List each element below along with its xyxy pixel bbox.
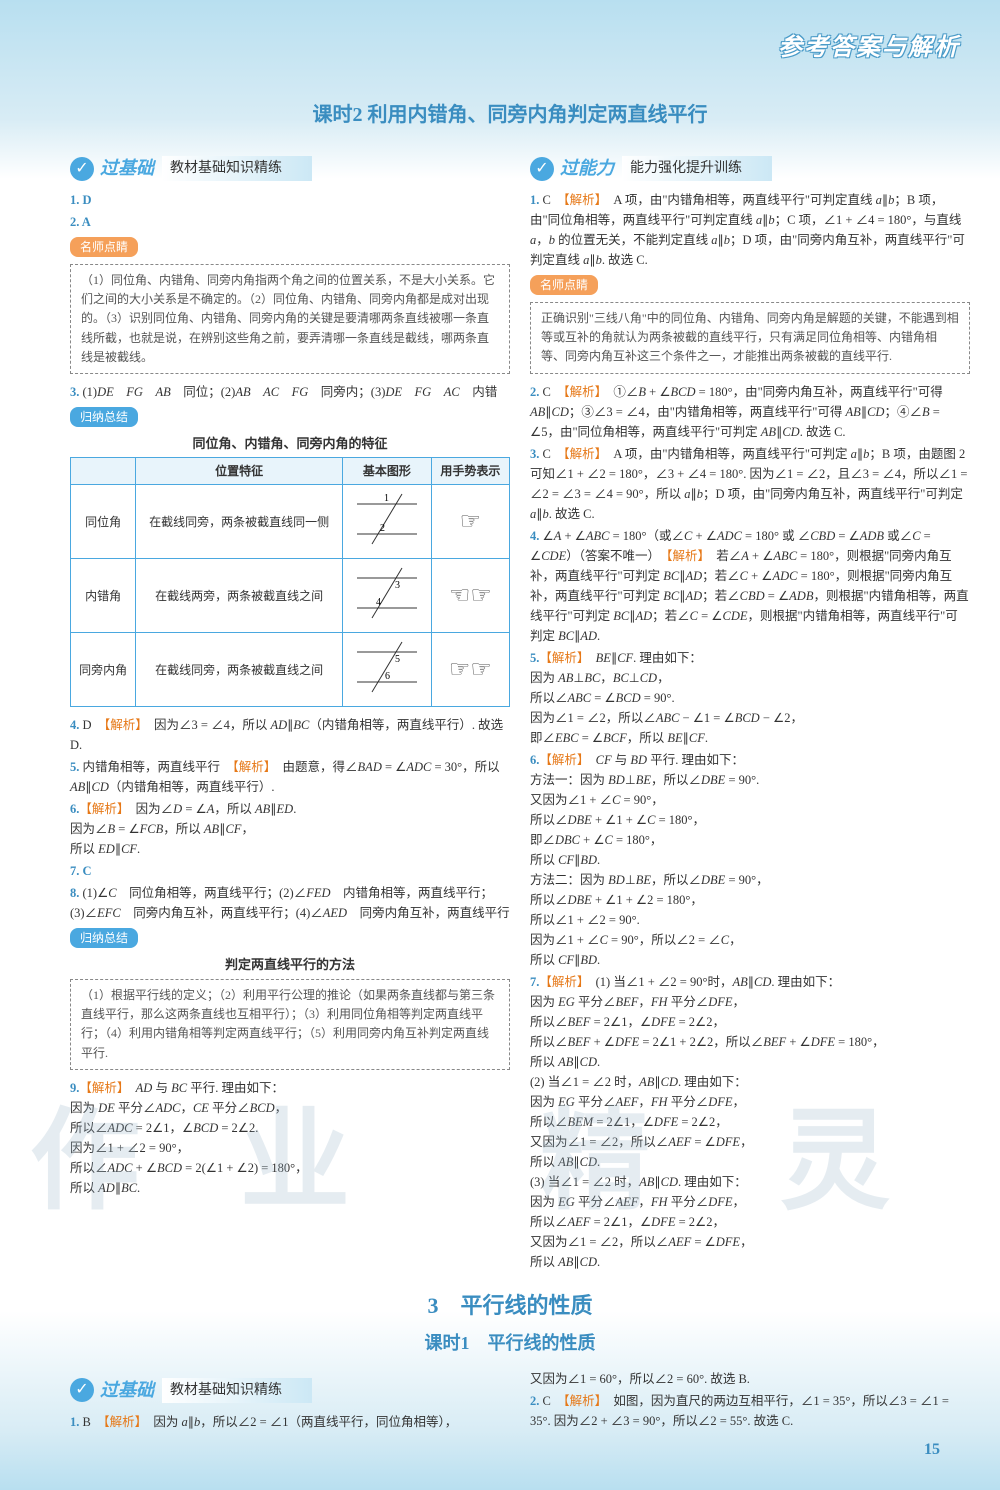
r-answer-7: 7.【解析】 (1) 当∠1 + ∠2 = 90°时，AB∥CD. 理由如下： … (530, 972, 970, 1272)
answer-4: 4. D 【解析】 因为∠3 = ∠4，所以 AD∥BC（内错角相等，两直线平行… (70, 715, 510, 755)
th-blank (71, 458, 136, 485)
tip-box-1: （1）同位角、内错角、同旁内角指两个角之间的位置关系，不是大小关系。它们之间的大… (70, 264, 510, 374)
check-icon: ✓ (70, 157, 94, 181)
th-position: 位置特征 (136, 458, 343, 485)
svg-text:4: 4 (376, 597, 381, 608)
lesson1-title: 课时1 平行线的性质 (70, 1330, 950, 1357)
section-basic-sub-2: 教材基础知识精练 (162, 1378, 312, 1403)
section-basic-title-2: 过基础 (100, 1377, 154, 1404)
row-tongwei-desc: 在截线同旁，两条被截直线同一侧 (136, 485, 343, 559)
section-basic-header: ✓ 过基础 教材基础知识精练 (70, 155, 510, 182)
row-tongpang-diagram: 56 (342, 633, 431, 707)
th-gesture: 用手势表示 (431, 458, 509, 485)
section-basic-sub: 教材基础知识精练 (162, 156, 312, 181)
row-neicuo-name: 内错角 (71, 559, 136, 633)
th-figure: 基本图形 (342, 458, 431, 485)
summary2-box: （1）根据平行线的定义；（2）利用平行公理的推论（如果两条直线都与第三条直线平行… (70, 979, 510, 1070)
r-tip-label: 名师点睛 (530, 275, 598, 295)
row-neicuo-diagram: 34 (342, 559, 431, 633)
row-tongwei-diagram: 12 (342, 485, 431, 559)
section-ability-header: ✓ 过能力 能力强化提升训练 (530, 155, 970, 182)
answer-6: 6.【解析】 因为∠D = ∠A，所以 AB∥ED.因为∠B = ∠FCB，所以… (70, 799, 510, 859)
b-answer-1: 1. B 【解析】 因为 a∥b，所以∠2 = ∠1（两直线平行，同位角相等）， (70, 1412, 510, 1432)
summary-label-2: 归纳总结 (70, 928, 138, 948)
r-answer-5: 5.【解析】 BE∥CF. 理由如下： 因为 AB⊥BC，BC⊥CD， 所以∠A… (530, 648, 970, 748)
check-icon: ✓ (70, 1378, 94, 1402)
answer-3: 3. 3. (1)DE FG AB 同位；(2)AB AC FG 同旁内；(3)… (70, 382, 510, 402)
row-tongpang-name: 同旁内角 (71, 633, 136, 707)
r-answer-6: 6.【解析】 CF 与 BD 平行. 理由如下： 方法一：因为 BD⊥BE，所以… (530, 750, 970, 970)
section-ability-title: 过能力 (560, 155, 614, 182)
row-neicuo-desc: 在截线两旁，两条被截直线之间 (136, 559, 343, 633)
check-icon: ✓ (530, 157, 554, 181)
right-column: ✓ 过能力 能力强化提升训练 1. C 【解析】 A 项，由"内错角相等，两直线… (530, 145, 970, 1274)
svg-text:6: 6 (385, 671, 390, 682)
answer-8: 8. (1)∠C 同位角相等，两直线平行；(2)∠FED 内错角相等，两直线平行… (70, 883, 510, 923)
answer-7: 7. C (70, 861, 510, 881)
bottom-left: ✓ 过基础 教材基础知识精练 1. B 【解析】 因为 a∥b，所以∠2 = ∠… (70, 1367, 510, 1434)
answer-5: 5. 内错角相等，两直线平行 【解析】 由题意，得∠BAD = ∠ADC = 3… (70, 757, 510, 797)
r-tip-box: 正确识别"三线八角"中的同位角、内错角、同旁内角是解题的关键，不能遇到相等或互补… (530, 302, 970, 374)
b-answer-2: 2. C 【解析】 如图，因为直尺的两边互相平行，∠1 = 35°，所以∠3 =… (530, 1391, 970, 1431)
b-cont: 又因为∠1 = 60°，所以∠2 = 60°. 故选 B. (530, 1369, 970, 1389)
section-basic-title: 过基础 (100, 155, 154, 182)
row-tongwei-gesture: ☞ (431, 485, 509, 559)
r-answer-3: 3. C 【解析】 A 项，由"内错角相等，两直线平行"可判定 a∥b；B 项，… (530, 444, 970, 524)
row-tongwei-name: 同位角 (71, 485, 136, 559)
svg-text:1: 1 (384, 493, 389, 504)
feature-table: 位置特征 基本图形 用手势表示 同位角 在截线同旁，两条被截直线同一侧 12 ☞… (70, 457, 510, 707)
row-neicuo-gesture: ☜☞ (431, 559, 509, 633)
bottom-right: 又因为∠1 = 60°，所以∠2 = 60°. 故选 B. 2. C 【解析】 … (530, 1367, 970, 1434)
row-tongpang-gesture: ☞☞ (431, 633, 509, 707)
table-title: 同位角、内错角、同旁内角的特征 (70, 434, 510, 454)
page-number: 15 (924, 1438, 940, 1462)
summary-label: 归纳总结 (70, 407, 138, 427)
summary2-title: 判定两直线平行的方法 (70, 955, 510, 975)
svg-text:2: 2 (380, 523, 385, 534)
row-tongpang-desc: 在截线同旁，两条被截直线之间 (136, 633, 343, 707)
tip-label: 名师点睛 (70, 237, 138, 257)
answer-2: 2. A (70, 212, 510, 232)
answer-9: 9.【解析】 AD 与 BC 平行. 理由如下： 因为 DE 平分∠ADC，CE… (70, 1078, 510, 1198)
section3-title: 3 平行线的性质 (70, 1289, 950, 1322)
left-column: ✓ 过基础 教材基础知识精练 1. D 2. A 名师点睛 （1）同位角、内错角… (70, 145, 510, 1274)
answer-1: 1. D (70, 190, 510, 210)
svg-text:5: 5 (395, 654, 400, 665)
lesson-title: 课时2 利用内错角、同旁内角判定两直线平行 (70, 100, 950, 130)
r-answer-1: 1. C 【解析】 A 项，由"内错角相等，两直线平行"可判定直线 a∥b；B … (530, 190, 970, 270)
r-answer-4: 4. ∠A + ∠ABC = 180°（或∠C + ∠ADC = 180° 或 … (530, 526, 970, 646)
header-banner: 参考答案与解析 (778, 30, 960, 66)
svg-text:3: 3 (395, 580, 400, 591)
section-basic-header-2: ✓ 过基础 教材基础知识精练 (70, 1377, 510, 1404)
section-ability-sub: 能力强化提升训练 (622, 156, 772, 181)
r-answer-2: 2. C 【解析】 ①∠B + ∠BCD = 180°，由"同旁内角互补，两直线… (530, 382, 970, 442)
